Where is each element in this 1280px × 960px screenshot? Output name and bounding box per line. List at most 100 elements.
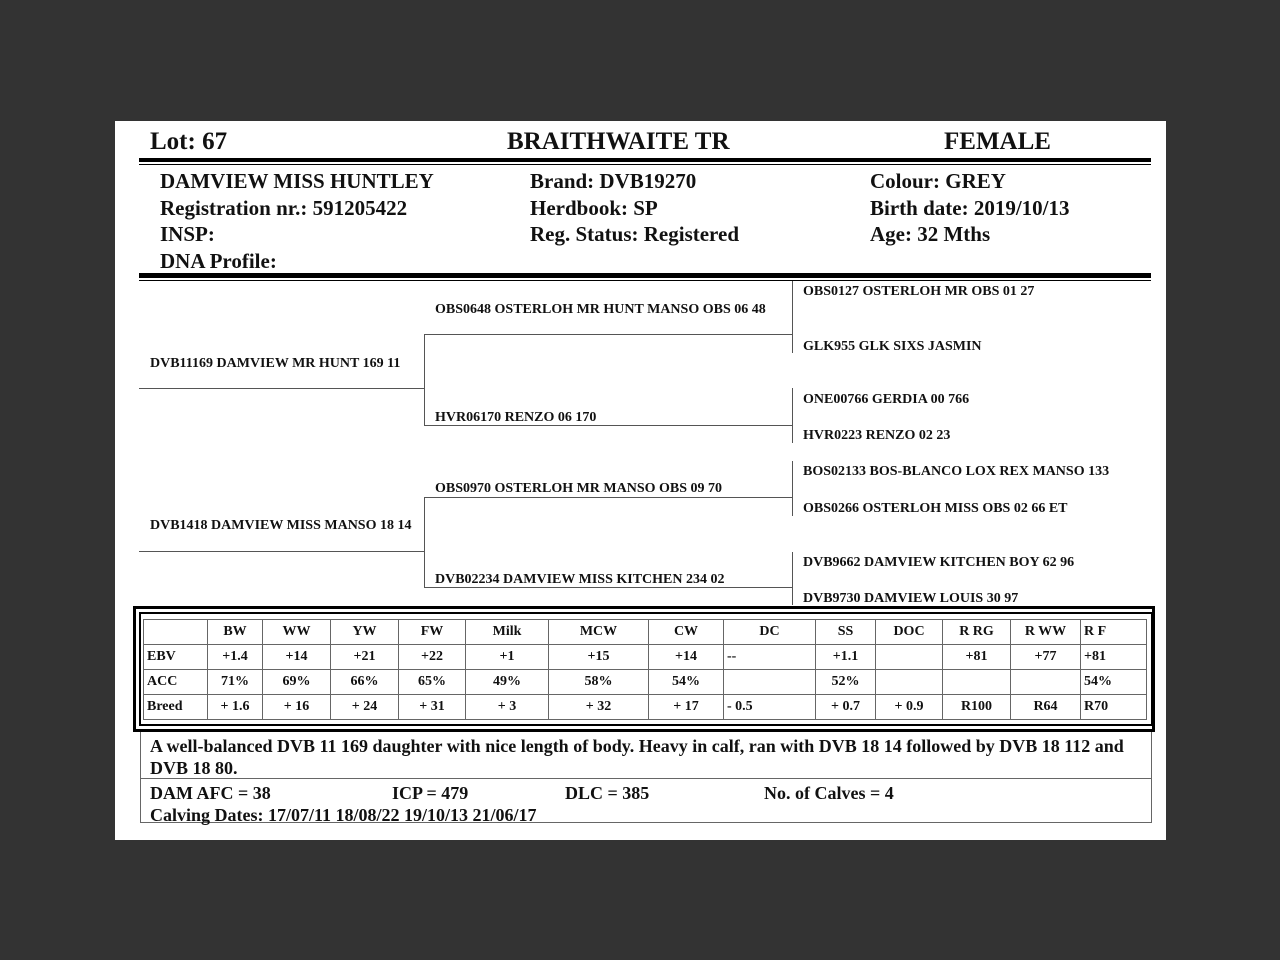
ebv-cell: BW <box>207 619 263 645</box>
divider <box>139 158 1151 162</box>
ebv-cell: 52% <box>815 669 876 695</box>
ebv-cell: CW <box>648 619 724 645</box>
pedigree-gen3: DVB9662 DAMVIEW KITCHEN BOY 62 96 <box>803 555 1075 570</box>
ebv-box-inner <box>139 612 1153 726</box>
comments-box: A well-balanced DVB 11 169 daughter with… <box>140 732 1152 825</box>
pedigree-dam-dam: DVB02234 DAMVIEW MISS KITCHEN 234 02 <box>435 572 725 587</box>
ebv-cell: + 0.9 <box>875 694 943 720</box>
ebv-cell: 71% <box>207 669 263 695</box>
ebv-cell <box>1010 669 1081 695</box>
pedigree-sire: DVB11169 DAMVIEW MR HUNT 169 11 <box>150 356 401 371</box>
ebv-cell <box>875 644 943 670</box>
ebv-cell: DOC <box>875 619 943 645</box>
pedigree-gen3: ONE00766 GERDIA 00 766 <box>803 392 970 407</box>
colour: Colour: GREY <box>870 169 1006 193</box>
ebv-row-label: EBV <box>143 644 208 670</box>
pedigree-line <box>424 497 425 587</box>
pedigree-line <box>424 587 792 588</box>
reg-status: Reg. Status: Registered <box>530 222 739 246</box>
pedigree-gen3: DVB9730 DAMVIEW LOUIS 30 97 <box>803 591 1019 606</box>
ebv-cell: + 3 <box>465 694 549 720</box>
ebv-box-outer <box>133 606 1155 732</box>
dlc: DLC = 385 <box>565 783 650 803</box>
ebv-cell: +22 <box>398 644 466 670</box>
pedigree-gen3: HVR0223 RENZO 02 23 <box>803 428 951 443</box>
pedigree-gen3: OBS0127 OSTERLOH MR OBS 01 27 <box>803 284 1035 299</box>
ebv-cell: R F <box>1080 619 1147 645</box>
lot-card <box>115 121 1166 840</box>
ebv-cell: +14 <box>648 644 724 670</box>
ebv-cell: R64 <box>1010 694 1081 720</box>
ebv-cell: +21 <box>330 644 399 670</box>
pedigree-line <box>792 552 793 605</box>
ebv-cell: MCW <box>548 619 649 645</box>
pedigree-sire-sire: OBS0648 OSTERLOH MR HUNT MANSO OBS 06 48 <box>435 302 766 317</box>
ebv-header-row: BW WW YW FW Milk MCW CW DC SS DOC R RG R WW R F <box>143 619 1147 645</box>
pedigree-line <box>792 461 793 516</box>
pedigree-line <box>424 425 792 426</box>
pedigree-line <box>139 551 424 552</box>
pedigree-gen3: OBS0266 OSTERLOH MISS OBS 02 66 ET <box>803 501 1068 516</box>
pedigree-line <box>792 388 793 443</box>
pedigree-line <box>424 497 792 498</box>
ebv-cell: + 32 <box>548 694 649 720</box>
ebv-cell: 65% <box>398 669 466 695</box>
calving-dates: Calving Dates: 17/07/11 18/08/22 19/10/1… <box>150 805 537 825</box>
ebv-row-label: Breed <box>143 694 208 720</box>
ebv-cell: + 0.7 <box>815 694 876 720</box>
pedigree-gen3: BOS02133 BOS-BLANCO LOX REX MANSO 133 <box>803 464 1110 479</box>
brand: Brand: DVB19270 <box>530 169 697 193</box>
animal-info-middle: Brand: DVB19270 Herdbook: SP Reg. Status… <box>530 168 739 248</box>
no-of-calves: No. of Calves = 4 <box>764 783 894 803</box>
ebv-cell: R RG <box>942 619 1011 645</box>
ebv-cell: -- <box>723 644 816 670</box>
ebv-cell: +77 <box>1010 644 1081 670</box>
animal-info-right: Colour: GREY Birth date: 2019/10/13 Age:… <box>870 168 1070 248</box>
age: Age: 32 Mths <box>870 222 991 246</box>
pedigree-dam: DVB1418 DAMVIEW MISS MANSO 18 14 <box>150 518 412 533</box>
ebv-cell <box>942 669 1011 695</box>
ebv-cell: + 17 <box>648 694 724 720</box>
ebv-cell: +14 <box>262 644 331 670</box>
divider <box>139 273 1151 278</box>
ebv-cell: + 16 <box>262 694 331 720</box>
ebv-cell: +1.1 <box>815 644 876 670</box>
ebv-cell: +1 <box>465 644 549 670</box>
ebv-cell: +1.4 <box>207 644 263 670</box>
icp: ICP = 479 <box>392 783 469 803</box>
ebv-cell: + 31 <box>398 694 466 720</box>
ebv-cell: FW <box>398 619 466 645</box>
divider <box>139 164 1151 165</box>
pedigree-sire-dam: HVR06170 RENZO 06 170 <box>435 410 597 425</box>
breeder-name: BRAITHWAITE TR <box>507 128 730 155</box>
ebv-cell: 49% <box>465 669 549 695</box>
ebv-cell: 66% <box>330 669 399 695</box>
ebv-cell: +15 <box>548 644 649 670</box>
insp: INSP: <box>160 222 215 246</box>
ebv-row-label <box>143 619 208 645</box>
ebv-cell: +81 <box>1080 644 1147 670</box>
animal-name: DAMVIEW MISS HUNTLEY <box>160 169 434 193</box>
ebv-row: ACC 71% 69% 66% 65% 49% 58% 54% 52% 54% <box>143 669 1147 695</box>
ebv-cell: SS <box>815 619 876 645</box>
pedigree-line <box>792 281 793 353</box>
ebv-row: EBV +1.4 +14 +21 +22 +1 +15 +14 -- +1.1 +81 +77 +81 <box>143 644 1147 670</box>
pedigree-dam-sire: OBS0970 OSTERLOH MR MANSO OBS 09 70 <box>435 481 723 496</box>
registration-number: Registration nr.: 591205422 <box>160 195 408 220</box>
dam-afc: DAM AFC = 38 <box>150 783 271 803</box>
ebv-cell: YW <box>330 619 399 645</box>
lot-number: Lot: 67 <box>150 128 228 155</box>
ebv-cell: + 24 <box>330 694 399 720</box>
ebv-cell: R70 <box>1080 694 1147 720</box>
ebv-table: BW WW YW FW Milk MCW CW DC SS DOC R RG R WW R F EBV +… <box>143 619 1147 720</box>
dna-profile: DNA Profile: <box>160 248 277 273</box>
comment-text: A well-balanced DVB 11 169 daughter with… <box>141 732 1151 779</box>
ebv-cell: + 1.6 <box>207 694 263 720</box>
divider <box>139 280 1151 281</box>
pedigree-gen3: GLK955 GLK SIXS JASMIN <box>803 339 982 354</box>
ebv-cell: R100 <box>942 694 1011 720</box>
herdbook: Herdbook: SP <box>530 195 658 220</box>
animal-info-left: DAMVIEW MISS HUNTLEY Registration nr.: 5… <box>160 168 434 274</box>
ebv-cell: 54% <box>1080 669 1147 695</box>
ebv-cell: 69% <box>262 669 331 695</box>
